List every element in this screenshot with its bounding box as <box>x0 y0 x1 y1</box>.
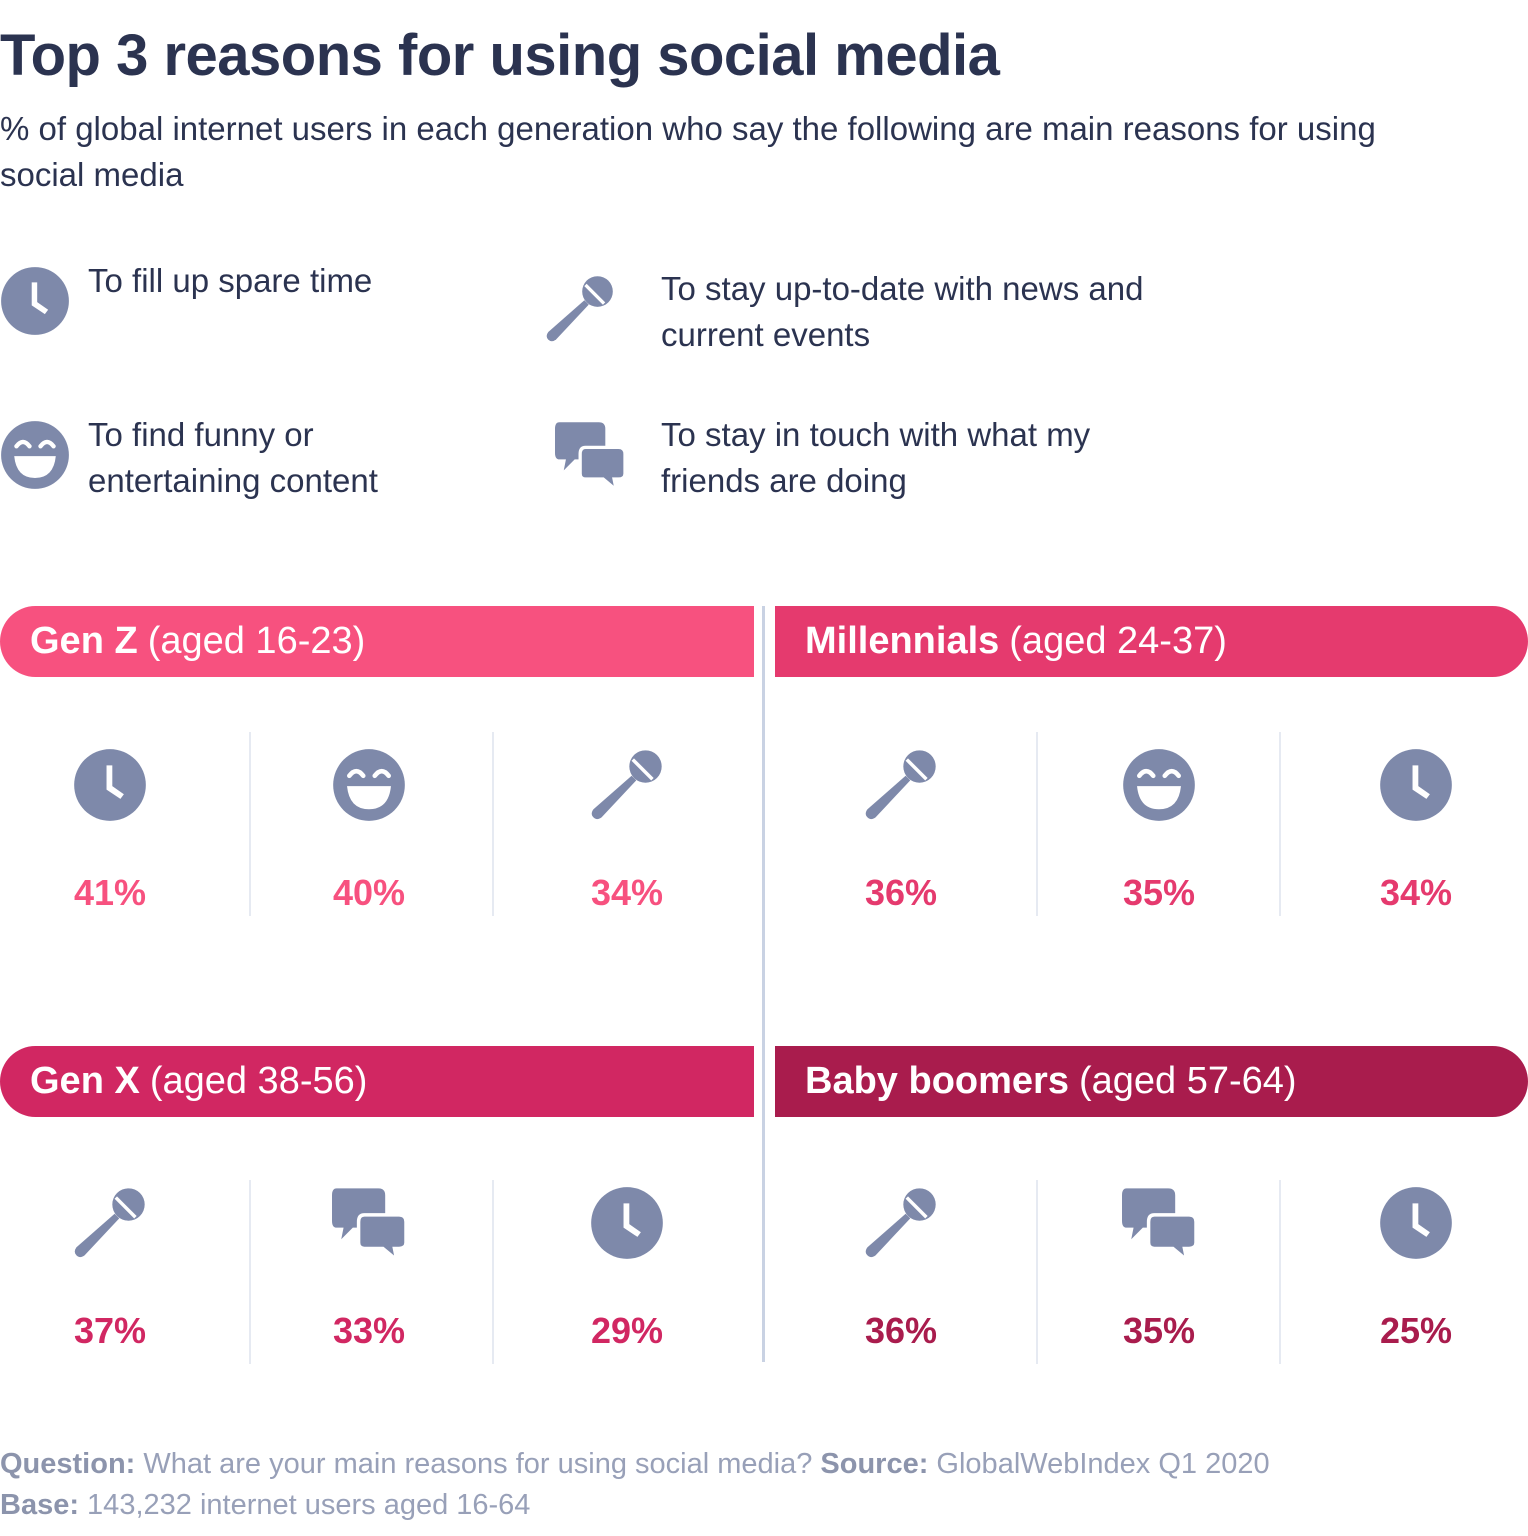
legend-label: To stay up-to-date with news and current… <box>661 270 1144 353</box>
group-name: Millennials <box>805 620 1000 662</box>
source-label: Source: <box>820 1448 929 1480</box>
footer-question-source: Question: What are your main reasons for… <box>0 1448 1270 1481</box>
value-label: 35% <box>1122 1310 1196 1351</box>
legend-item-friends: To stay in touch with what my friends ar… <box>555 416 1155 504</box>
legend-label: To fill up spare time <box>88 262 373 299</box>
legend-label: To find funny or entertaining content <box>88 416 378 499</box>
clock-icon <box>1379 1186 1453 1260</box>
chat-bubbles-icon <box>555 420 625 490</box>
center-divider <box>762 606 765 1362</box>
base-text: 143,232 internet users aged 16-64 <box>79 1489 531 1521</box>
value-label: 25% <box>1379 1310 1453 1351</box>
millennials-reason-2: 35% <box>1049 748 1269 914</box>
value-label: 40% <box>332 872 406 913</box>
legend-item-news: To stay up-to-date with news and current… <box>545 270 1165 358</box>
column-separator <box>249 1180 251 1364</box>
gen-z-reason-3: 34% <box>517 748 737 914</box>
column-separator <box>492 1180 494 1364</box>
banner-gen-x: Gen X (aged 38-56) <box>0 1046 754 1117</box>
group-age: (aged 16-23) <box>147 620 366 662</box>
gen-z-reason-1: 41% <box>0 748 220 914</box>
millennials-reason-1: 36% <box>791 748 1011 914</box>
group-age: (aged 57-64) <box>1078 1060 1297 1102</box>
value-label: 37% <box>73 1310 147 1351</box>
value-label: 35% <box>1122 872 1196 913</box>
value-label: 34% <box>590 872 664 913</box>
group-age: (aged 24-37) <box>1009 620 1227 662</box>
value-label: 34% <box>1379 872 1453 913</box>
column-separator <box>1036 732 1038 916</box>
gen-x-reason-1: 37% <box>0 1186 220 1352</box>
column-separator <box>249 732 251 916</box>
chart-subtitle: % of global internet users in each gener… <box>0 110 1376 193</box>
baby-boomers-reason-1: 36% <box>791 1186 1011 1352</box>
gen-x-reason-2: 33% <box>259 1186 479 1352</box>
chart-title: Top 3 reasons for using social media <box>0 23 1000 88</box>
legend-item-spare-time: To fill up spare time <box>0 262 520 336</box>
group-name: Gen Z <box>30 620 138 662</box>
column-separator <box>1279 732 1281 916</box>
gen-z-reason-2: 40% <box>259 748 479 914</box>
baby-boomers-reason-2: 35% <box>1049 1186 1269 1352</box>
legend-item-funny: To find funny or entertaining content <box>0 416 460 504</box>
chat-bubbles-icon <box>1122 1186 1196 1260</box>
value-label: 41% <box>73 872 147 913</box>
source-text: GlobalWebIndex Q1 2020 <box>928 1448 1270 1480</box>
base-label: Base: <box>0 1489 79 1521</box>
gen-x-reason-3: 29% <box>517 1186 737 1352</box>
value-label: 33% <box>332 1310 406 1351</box>
value-label: 36% <box>864 1310 938 1351</box>
column-separator <box>1279 1180 1281 1364</box>
column-separator <box>1036 1180 1038 1364</box>
microphone-icon <box>73 1186 147 1260</box>
legend-label: To stay in touch with what my friends ar… <box>661 416 1091 499</box>
question-label: Question: <box>0 1448 136 1480</box>
group-name: Baby boomers <box>805 1060 1069 1102</box>
millennials-reason-3: 34% <box>1306 748 1526 914</box>
clock-icon <box>0 266 70 336</box>
baby-boomers-reason-3: 25% <box>1306 1186 1526 1352</box>
group-age: (aged 38-56) <box>149 1060 368 1102</box>
microphone-icon <box>545 274 615 344</box>
laughing-face-icon <box>0 420 70 490</box>
value-label: 29% <box>590 1310 664 1351</box>
banner-gen-z: Gen Z (aged 16-23) <box>0 606 754 677</box>
microphone-icon <box>864 748 938 822</box>
clock-icon <box>590 1186 664 1260</box>
clock-icon <box>1379 748 1453 822</box>
microphone-icon <box>864 1186 938 1260</box>
footer-base: Base: 143,232 internet users aged 16-64 <box>0 1489 530 1522</box>
column-separator <box>492 732 494 916</box>
banner-baby-boomers: Baby boomers (aged 57-64) <box>775 1046 1528 1117</box>
value-label: 36% <box>864 872 938 913</box>
microphone-icon <box>590 748 664 822</box>
laughing-face-icon <box>1122 748 1196 822</box>
chat-bubbles-icon <box>332 1186 406 1260</box>
banner-millennials: Millennials (aged 24-37) <box>775 606 1528 677</box>
laughing-face-icon <box>332 748 406 822</box>
group-name: Gen X <box>30 1060 140 1102</box>
question-text: What are your main reasons for using soc… <box>135 1448 821 1480</box>
clock-icon <box>73 748 147 822</box>
